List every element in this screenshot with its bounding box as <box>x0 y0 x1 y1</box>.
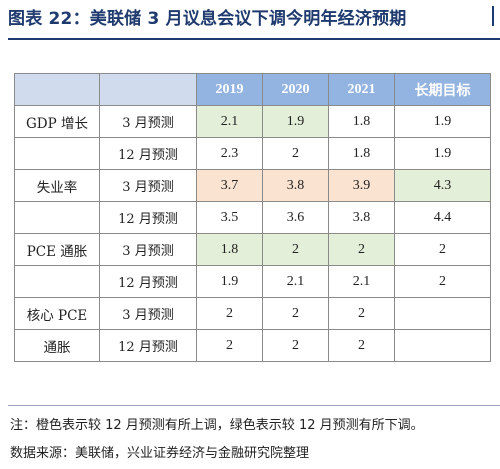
value-cell: 4.3 <box>394 169 491 202</box>
header-2019: 2019 <box>196 73 263 106</box>
forecast-table: 2019 2020 2021 长期目标 GDP 增长 3 月预测 2.1 1.9 1.8… <box>14 73 491 362</box>
table-row: 失业率 3 月预测 3.7 3.8 3.9 4.3 <box>14 169 491 202</box>
table-row: PCE 通胀 3 月预测 1.8 2 2 2 <box>14 233 491 266</box>
metric-blank-cell <box>14 137 100 170</box>
metric-blank-cell <box>14 265 100 298</box>
table-header-row: 2019 2020 2021 长期目标 <box>14 73 491 106</box>
value-cell: 2 <box>328 297 395 330</box>
header-2021: 2021 <box>328 73 395 106</box>
value-cell: 1.9 <box>196 265 263 298</box>
table-row: 通胀 12 月预测 2 2 2 <box>14 329 491 362</box>
value-cell: 2 <box>262 329 329 362</box>
metric-label: 通胀 <box>14 329 100 362</box>
table-row: 核心 PCE 3 月预测 2 2 2 <box>14 297 491 330</box>
value-cell: 2 <box>394 265 491 298</box>
value-cell: 1.8 <box>196 233 263 266</box>
forecast-label: 3 月预测 <box>99 169 197 202</box>
value-cell: 3.5 <box>196 201 263 234</box>
value-cell: 2 <box>328 233 395 266</box>
table-row: 12 月预测 2.3 2 1.8 1.9 <box>14 137 491 170</box>
value-cell: 3.9 <box>328 169 395 202</box>
forecast-label: 12 月预测 <box>99 137 197 170</box>
value-cell <box>394 329 491 362</box>
metric-label: 核心 PCE <box>14 297 100 330</box>
note-divider <box>8 405 500 406</box>
value-cell: 2 <box>328 329 395 362</box>
value-cell: 2 <box>262 297 329 330</box>
table-row: 12 月预测 3.5 3.6 3.8 4.4 <box>14 201 491 234</box>
metric-label: GDP 增长 <box>14 105 100 138</box>
value-cell: 3.8 <box>328 201 395 234</box>
header-blank-cell <box>14 73 100 106</box>
forecast-label: 3 月预测 <box>99 105 197 138</box>
value-cell: 2 <box>196 329 263 362</box>
forecast-label: 3 月预测 <box>99 233 197 266</box>
data-source: 数据来源：美联储，兴业证券经济与金融研究院整理 <box>10 446 310 461</box>
chart-title: 图表 22：美联储 3 月议息会议下调今明年经济预期 <box>8 9 407 29</box>
forecast-label: 12 月预测 <box>99 201 197 234</box>
metric-blank-cell <box>14 201 100 234</box>
header-long-term: 长期目标 <box>394 73 491 106</box>
table-row: 12 月预测 1.9 2.1 2.1 2 <box>14 265 491 298</box>
value-cell: 4.4 <box>394 201 491 234</box>
value-cell: 2 <box>262 233 329 266</box>
table-row: GDP 增长 3 月预测 2.1 1.9 1.8 1.9 <box>14 105 491 138</box>
forecast-label: 12 月预测 <box>99 265 197 298</box>
value-cell: 2 <box>262 137 329 170</box>
value-cell: 2.3 <box>196 137 263 170</box>
title-edge-marker <box>492 6 500 26</box>
header-2020: 2020 <box>262 73 329 106</box>
value-cell: 2 <box>394 233 491 266</box>
value-cell: 1.9 <box>262 105 329 138</box>
title-underline <box>8 38 500 40</box>
forecast-label: 12 月预测 <box>99 329 197 362</box>
table-note: 注：橙色表示较 12 月预测有所上调，绿色表示较 12 月预测有所下调。 <box>10 418 424 433</box>
forecast-label: 3 月预测 <box>99 297 197 330</box>
value-cell: 1.8 <box>328 105 395 138</box>
value-cell: 1.9 <box>394 105 491 138</box>
metric-label: PCE 通胀 <box>14 233 100 266</box>
value-cell: 3.8 <box>262 169 329 202</box>
header-blank-cell <box>99 73 197 106</box>
value-cell: 2.1 <box>262 265 329 298</box>
value-cell: 2.1 <box>196 105 263 138</box>
metric-label: 失业率 <box>14 169 100 202</box>
value-cell: 2.1 <box>328 265 395 298</box>
value-cell: 3.7 <box>196 169 263 202</box>
value-cell: 1.8 <box>328 137 395 170</box>
value-cell: 1.9 <box>394 137 491 170</box>
value-cell <box>394 297 491 330</box>
value-cell: 2 <box>196 297 263 330</box>
value-cell: 3.6 <box>262 201 329 234</box>
